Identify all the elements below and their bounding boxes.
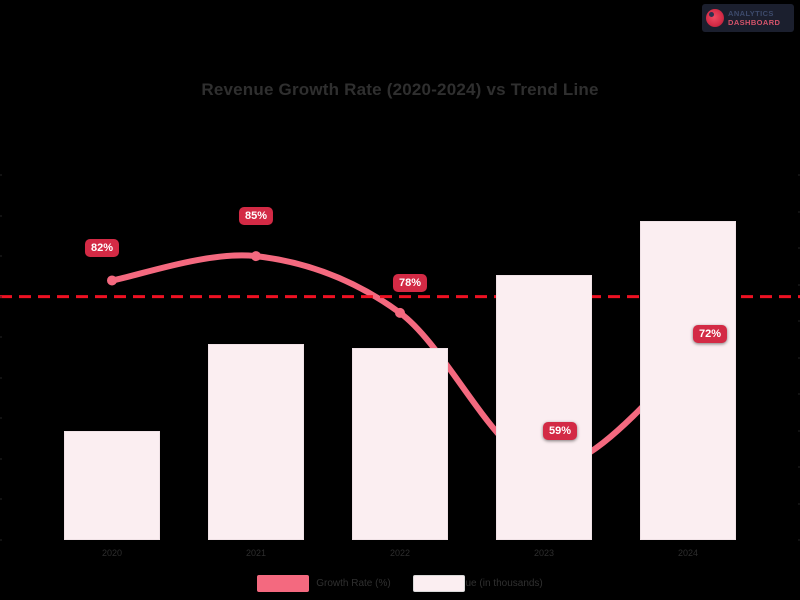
y-axis-left-tick-mark — [0, 336, 2, 338]
y-axis-right-tick-mark — [798, 539, 800, 541]
y-axis-right-tick-mark — [798, 430, 800, 431]
y-axis-left-tick-mark — [0, 498, 2, 500]
y-axis-right-tick-mark — [798, 466, 800, 468]
x-axis-tick-label: 2020 — [101, 548, 123, 558]
legend-item-growth-rate[interactable]: Growth Rate (%) — [257, 575, 391, 592]
y-axis-left-tick-mark — [0, 296, 2, 298]
logo-line-1: ANALYTICS — [728, 8, 774, 18]
bar-2024[interactable] — [640, 220, 736, 540]
circle-logo-icon — [706, 9, 724, 27]
y-axis-left-tick-mark — [0, 174, 2, 176]
data-point-marker[interactable] — [395, 307, 405, 318]
data-point-label: 82% — [84, 239, 120, 258]
y-axis-left-tick-mark — [0, 539, 2, 541]
bar-2022[interactable] — [352, 348, 448, 540]
y-axis-right-tick-mark — [798, 174, 800, 176]
data-point-marker[interactable] — [251, 251, 261, 262]
data-point-label: 85% — [238, 207, 274, 226]
data-point-label: 59% — [542, 422, 578, 440]
y-axis-right-tick-mark — [798, 247, 800, 249]
logo-line-2: DASHBOARD — [728, 18, 781, 27]
y-axis-right-tick-mark — [798, 393, 800, 395]
y-axis-left-tick-mark — [0, 255, 2, 257]
y-axis-left-tick-mark — [0, 417, 2, 419]
brand-logo: ANALYTICS DASHBOARD — [702, 4, 794, 32]
plot-area: 95%90%85%80%75%70%65%60%55%50%4000360032… — [0, 174, 800, 558]
legend-item-total-revenue[interactable]: Total Revenue (in thousands) — [412, 575, 543, 592]
y-axis-right-tick-mark — [798, 320, 800, 322]
y-axis-left-tick-mark — [0, 458, 2, 460]
data-point-marker[interactable] — [107, 275, 117, 286]
data-point-label: 78% — [392, 273, 428, 292]
logo-text: ANALYTICS DASHBOARD — [728, 8, 781, 27]
y-axis-right-tick-mark — [798, 211, 800, 212]
y-axis-left-tick-mark — [0, 377, 2, 379]
chart-legend: Growth Rate (%) Total Revenue (in thousa… — [0, 575, 800, 592]
chart-title: Revenue Growth Rate (2020-2024) vs Trend… — [201, 80, 599, 99]
legend-label-growth-rate: Growth Rate (%) — [316, 578, 391, 589]
legend-label-total-revenue: Total Revenue (in thousands) — [412, 578, 543, 589]
bar-2020[interactable] — [64, 430, 160, 540]
y-axis-right-tick-mark — [798, 357, 800, 358]
y-axis-left-tick-mark — [0, 215, 2, 217]
data-point-label: 72% — [692, 324, 728, 343]
bar-2021[interactable] — [208, 343, 304, 540]
trend-line — [109, 252, 691, 471]
legend-swatch-line — [257, 575, 310, 592]
x-axis-tick-label: 2021 — [245, 548, 267, 558]
x-axis-tick-label: 2022 — [389, 548, 411, 558]
y-axis-right-tick-mark — [798, 503, 800, 504]
y-axis-right-tick-mark — [798, 284, 800, 285]
x-axis-tick-label: 2023 — [533, 548, 555, 558]
x-axis-tick-label: 2024 — [677, 548, 699, 558]
bar-2023[interactable] — [496, 275, 592, 540]
legend-swatch-bar — [412, 575, 465, 592]
